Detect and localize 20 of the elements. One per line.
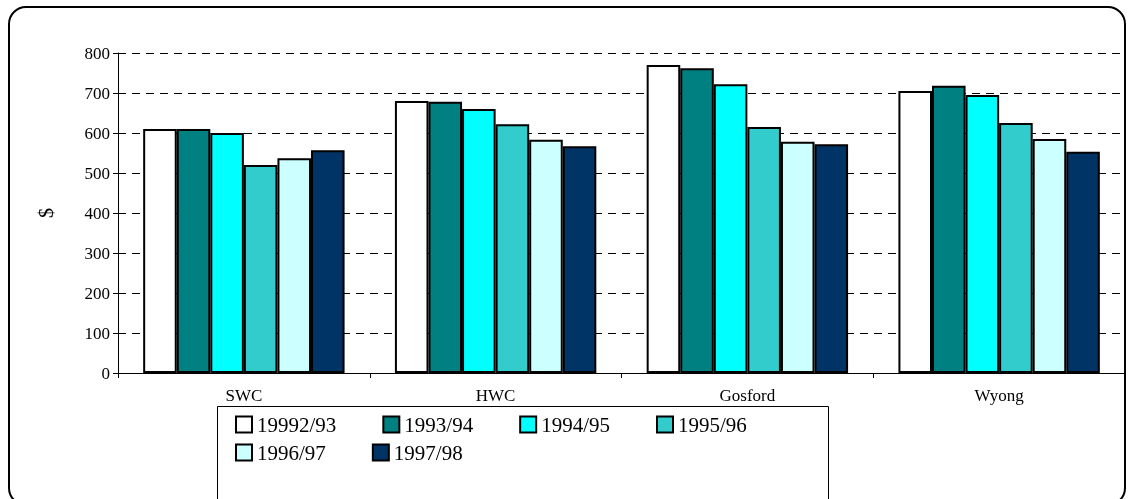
x-tick-label: HWC: [475, 386, 516, 405]
y-tick-label: 300: [84, 243, 110, 263]
x-tick-label: SWC: [225, 386, 263, 405]
y-tick-label: 700: [84, 83, 110, 103]
y-axis-title: $: [35, 208, 57, 218]
y-tick-label: 600: [84, 123, 110, 143]
legend-label: 19992/93: [257, 412, 337, 437]
legend-label: 1997/98: [393, 440, 463, 465]
legend-label: 1996/97: [257, 440, 326, 465]
y-tick-label: 200: [84, 283, 110, 303]
legend-label: 1995/96: [678, 412, 747, 437]
y-tick-label: 100: [84, 323, 110, 343]
y-tick-label: 400: [84, 203, 110, 223]
y-tick-label: 500: [84, 163, 110, 183]
x-tick-label: Gosford: [719, 386, 776, 405]
legend-label: 1994/95: [541, 412, 611, 437]
y-tick-label: 800: [84, 43, 110, 63]
y-tick-label: 0: [101, 363, 110, 383]
x-tick-label: Wyong: [974, 386, 1025, 405]
legend-label: 1993/94: [404, 412, 474, 437]
